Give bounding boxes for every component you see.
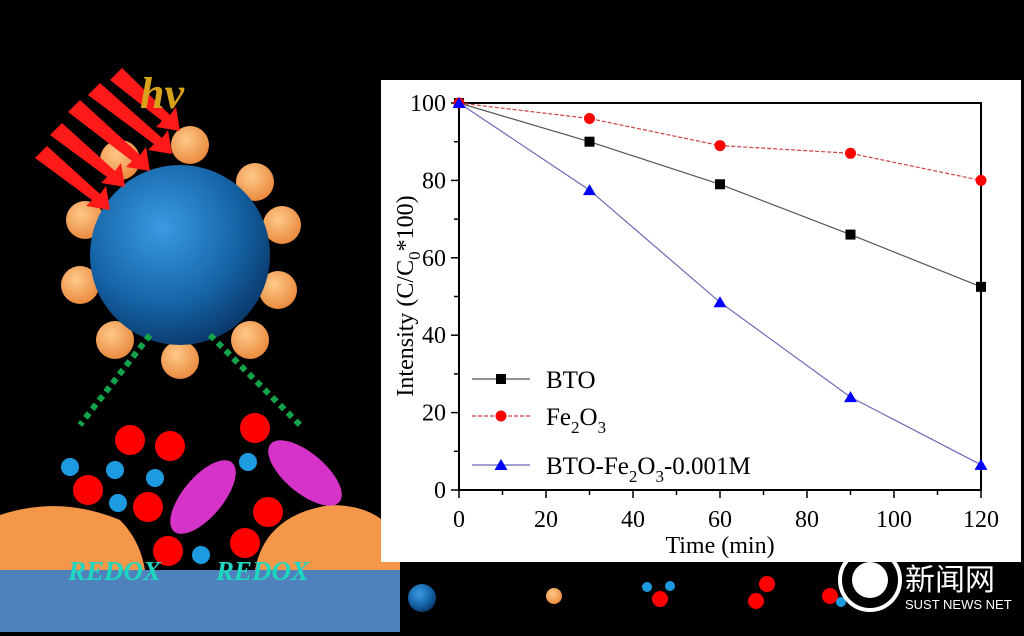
redox-label-left: REDOX: [67, 556, 162, 586]
x-tick-label: 100: [876, 507, 912, 533]
red-molecules: [73, 413, 283, 566]
bto-particle-icon: [408, 584, 436, 612]
fe2o3-particle-icon: [546, 588, 562, 604]
legend-item: Fe2O3: [472, 404, 606, 437]
blue-molecules: [61, 453, 257, 564]
legend-marker: [495, 410, 507, 422]
y-tick-label: 20: [422, 401, 446, 427]
light-arrows-icon: [35, 68, 180, 210]
legend-marker: [494, 459, 508, 470]
y-tick-label: 0: [434, 478, 446, 504]
data-point: [976, 281, 986, 292]
data-point: [845, 229, 856, 240]
series-bto-fe2o3-0-001m: [452, 97, 988, 470]
data-point: [584, 112, 595, 124]
water-molecule-icon: [642, 581, 675, 607]
y-tick-label: 80: [422, 168, 446, 194]
chart-background: [381, 80, 1021, 562]
hydroxyl-icon: [822, 588, 846, 607]
right-fe2o3-dome: [255, 505, 400, 570]
data-point: [974, 458, 988, 470]
data-point: [975, 174, 987, 186]
y-tick-label: 100: [410, 91, 446, 117]
axis-ticks: [451, 102, 982, 498]
data-point: [713, 296, 727, 308]
x-tick-label: 0: [453, 507, 465, 533]
redox-label-right: REDOX: [215, 556, 310, 586]
photocatalysis-illustration: hv REDOX REDOX: [0, 68, 400, 632]
legend-label: Fe2O3: [546, 404, 606, 437]
dye-molecules: [170, 440, 342, 534]
hv-label: hv: [140, 69, 184, 118]
x-tick-label: 120: [963, 507, 999, 533]
oxygen-molecule-icon: [748, 576, 775, 609]
watermark-logo: 新闻网 SUST NEWS NET: [838, 548, 1012, 612]
legend-item: BTO: [472, 367, 596, 394]
data-point: [844, 391, 857, 403]
watermark-subtext: SUST NEWS NET: [905, 597, 1012, 612]
substrate: [0, 570, 400, 632]
chart-legend: BTO Fe2O3 BTO-Fe2O3-0.001M: [472, 367, 751, 486]
left-fe2o3-dome: [0, 506, 145, 570]
data-point: [714, 140, 726, 152]
x-tick-labels: 0 20 40 60 80 100 120: [453, 507, 999, 533]
x-axis-title: Time (min): [665, 533, 774, 559]
series-group: [452, 97, 988, 470]
x-tick-label: 40: [621, 507, 645, 533]
data-point: [715, 179, 725, 190]
legend-label: BTO-Fe2O3-0.001M: [546, 453, 751, 486]
x-tick-label: 60: [708, 507, 732, 533]
x-tick-label: 80: [795, 507, 819, 533]
species-legend-strip: [408, 576, 846, 612]
data-point: [452, 97, 466, 108]
x-tick-label: 20: [534, 507, 558, 533]
legend-marker: [496, 374, 506, 384]
data-point: [583, 184, 596, 196]
legend-item: BTO-Fe2O3-0.001M: [472, 453, 751, 486]
data-point: [584, 136, 595, 147]
legend-label: BTO: [546, 367, 596, 394]
y-tick-labels: 0 20 40 60 80 100: [410, 91, 446, 504]
y-tick-label: 60: [422, 246, 446, 272]
data-point: [845, 147, 856, 159]
y-axis-title: Intensity (C/C0*100): [393, 195, 424, 396]
bto-core-sphere: [90, 165, 270, 345]
watermark-text: 新闻网: [905, 563, 995, 598]
zoom-dotted-lines: [77, 332, 303, 428]
y-tick-label: 40: [422, 323, 446, 349]
